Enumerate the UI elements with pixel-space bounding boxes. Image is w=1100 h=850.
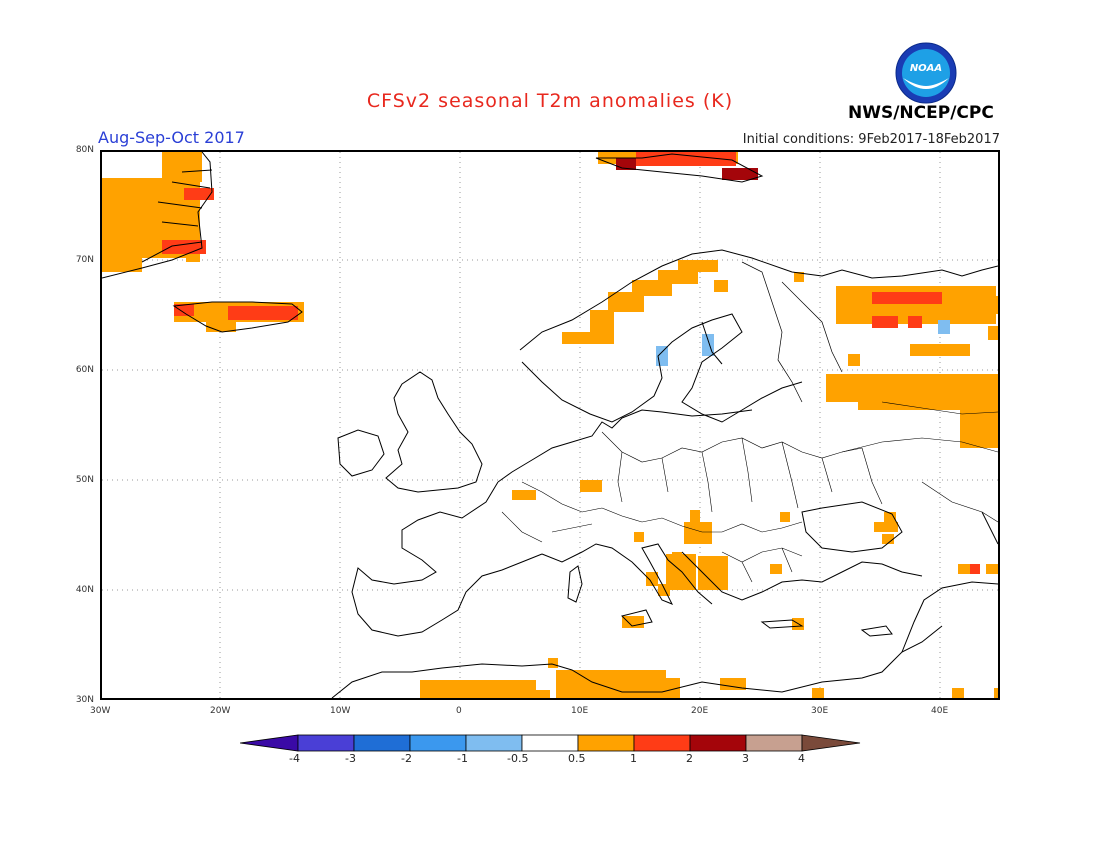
- graticule: [102, 152, 998, 698]
- initial-conditions-label: Initial conditions: 9Feb2017-18Feb2017: [742, 132, 1000, 147]
- lon-label-30w: 30W: [90, 706, 111, 716]
- colorbar-label-neg1: -1: [457, 752, 468, 765]
- noaa-logo-icon: [895, 42, 957, 104]
- lat-label-80n: 80N: [75, 145, 94, 155]
- colorbar-label-neg05: -0.5: [507, 752, 529, 765]
- anomaly-cells-warm: [102, 152, 998, 698]
- colorbar-label-neg4: -4: [289, 752, 300, 765]
- map-title: CFSv2 seasonal T2m anomalies (K): [366, 90, 734, 112]
- lat-label-40n: 40N: [75, 585, 94, 595]
- lon-label-40e: 40E: [931, 706, 949, 716]
- anomaly-cells-very-hot: [616, 158, 758, 180]
- anomaly-map: [100, 150, 1000, 700]
- colorbar-label-neg3: -3: [345, 752, 356, 765]
- lon-label-20w: 20W: [210, 706, 231, 716]
- colorbar-label-05: 0.5: [568, 752, 586, 765]
- lat-label-60n: 60N: [75, 365, 94, 375]
- lat-label-70n: 70N: [75, 255, 94, 265]
- lon-label-0: 0: [456, 706, 462, 716]
- lon-label-10w: 10W: [330, 706, 351, 716]
- lat-label-50n: 50N: [75, 475, 94, 485]
- lon-label-30e: 30E: [811, 706, 829, 716]
- lon-label-20e: 20E: [691, 706, 709, 716]
- season-label: Aug-Sep-Oct 2017: [98, 128, 245, 147]
- colorbar-label-1: 1: [630, 752, 637, 765]
- colorbar: [240, 734, 861, 752]
- colorbar-label-3: 3: [742, 752, 749, 765]
- colorbar-label-2: 2: [686, 752, 693, 765]
- lat-label-30n: 30N: [75, 695, 94, 705]
- colorbar-label-4: 4: [798, 752, 805, 765]
- colorbar-label-neg2: -2: [401, 752, 412, 765]
- noaa-logo-text: NOAA: [909, 63, 943, 74]
- coastlines: [102, 152, 998, 698]
- lon-label-10e: 10E: [571, 706, 589, 716]
- country-borders: [501, 401, 998, 583]
- map-canvas: [102, 152, 998, 698]
- agency-label: NWS/NCEP/CPC: [848, 103, 994, 123]
